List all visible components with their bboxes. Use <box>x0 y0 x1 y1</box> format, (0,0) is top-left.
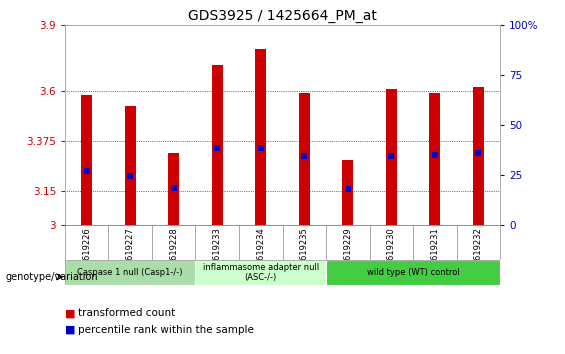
Point <box>82 169 92 174</box>
Point <box>126 173 135 179</box>
Point <box>343 187 353 192</box>
Text: GSM619233: GSM619233 <box>213 228 221 279</box>
Bar <box>212 65 223 225</box>
Bar <box>81 95 92 225</box>
Text: wild type (WT) control: wild type (WT) control <box>367 268 459 277</box>
Text: GSM619226: GSM619226 <box>82 228 91 278</box>
Text: Caspase 1 null (Casp1-/-): Caspase 1 null (Casp1-/-) <box>77 268 183 277</box>
Point <box>257 145 266 151</box>
Bar <box>299 92 310 225</box>
Text: transformed count: transformed count <box>78 308 175 318</box>
Text: GSM619234: GSM619234 <box>257 228 265 278</box>
Text: GSM619227: GSM619227 <box>126 228 134 278</box>
Point <box>473 150 483 155</box>
Bar <box>125 106 136 225</box>
Bar <box>255 49 266 225</box>
Bar <box>473 87 484 225</box>
Bar <box>326 260 500 285</box>
Bar <box>342 160 353 225</box>
Point <box>170 185 179 191</box>
Text: GSM619229: GSM619229 <box>344 228 352 278</box>
Text: ■: ■ <box>65 325 76 335</box>
Text: inflammasome adapter null
(ASC-/-): inflammasome adapter null (ASC-/-) <box>203 263 319 282</box>
Bar <box>168 153 179 225</box>
Point <box>431 152 440 158</box>
Text: percentile rank within the sample: percentile rank within the sample <box>78 325 254 335</box>
Point <box>212 145 221 151</box>
Text: GSM619228: GSM619228 <box>170 228 178 278</box>
Point <box>386 153 396 159</box>
Text: GSM619230: GSM619230 <box>387 228 396 278</box>
Text: GSM619232: GSM619232 <box>474 228 483 278</box>
Bar <box>429 92 440 225</box>
Text: genotype/variation: genotype/variation <box>6 272 98 282</box>
Bar <box>195 260 326 285</box>
Point <box>299 153 308 159</box>
Text: GSM619231: GSM619231 <box>431 228 439 278</box>
Bar <box>386 89 397 225</box>
Text: GDS3925 / 1425664_PM_at: GDS3925 / 1425664_PM_at <box>188 9 377 23</box>
Text: GSM619235: GSM619235 <box>300 228 308 278</box>
Text: ■: ■ <box>65 308 76 318</box>
Bar <box>65 260 195 285</box>
